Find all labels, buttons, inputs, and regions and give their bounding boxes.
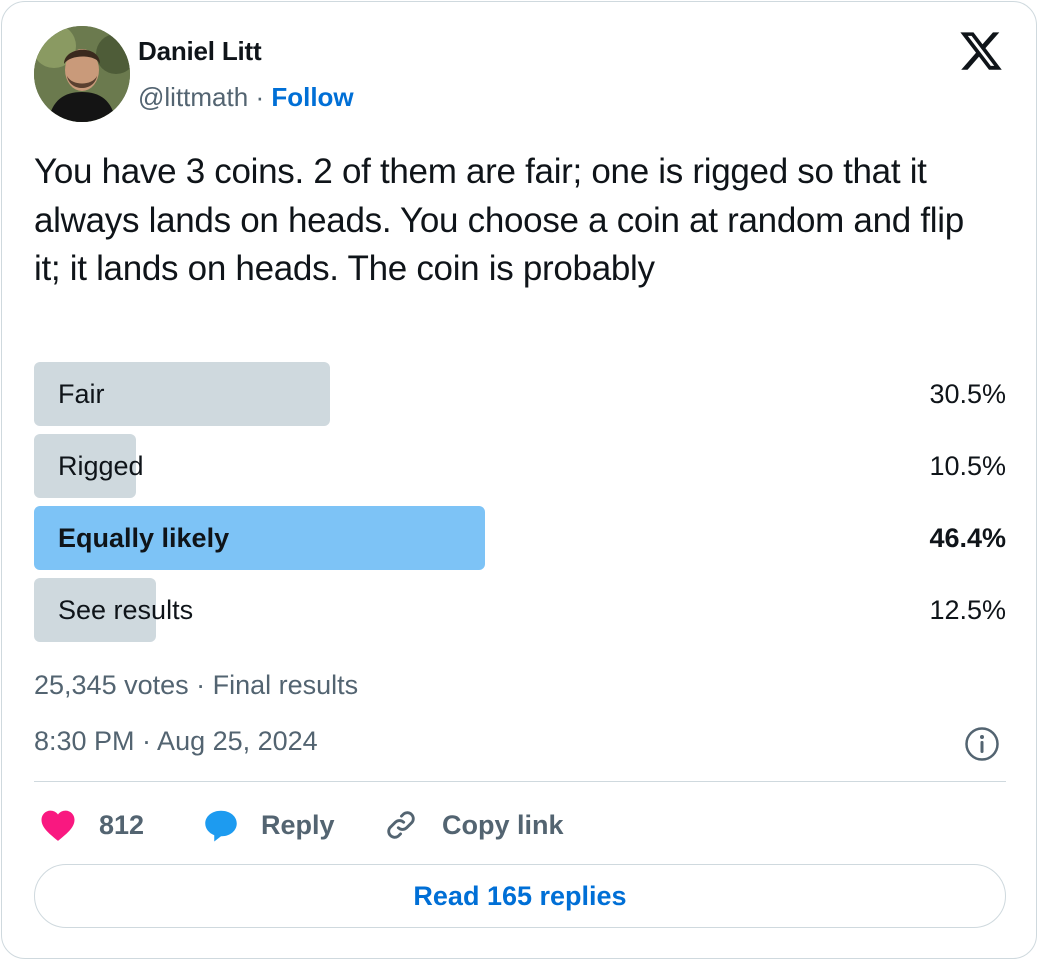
- tweet-text: You have 3 coins. 2 of them are fair; on…: [34, 152, 964, 288]
- copy-link-label: Copy link: [442, 809, 564, 840]
- heart-icon: [40, 808, 76, 842]
- reply-button[interactable]: Reply: [202, 800, 335, 850]
- follow-link[interactable]: Follow: [271, 82, 354, 112]
- poll-option-label: Equally likely: [58, 523, 230, 553]
- poll-option-label: Fair: [58, 379, 105, 409]
- poll-option-equally-likely: Equally likely 46.4%: [34, 506, 1006, 570]
- poll-option-percent: 30.5%: [929, 379, 1006, 409]
- copy-link-button[interactable]: Copy link: [383, 800, 564, 850]
- poll-bar: [34, 434, 136, 498]
- poll-option-label: See results: [58, 595, 194, 625]
- reply-bubble-icon: [202, 807, 240, 843]
- poll-option-percent: 12.5%: [929, 595, 1006, 625]
- author-handle-line: @littmath · Follow: [138, 82, 354, 113]
- poll-bar-winner: [34, 506, 485, 570]
- like-count: 812: [99, 809, 145, 840]
- poll-bar: [34, 578, 156, 642]
- poll-meta: 25,345 votes · Final results: [34, 670, 359, 700]
- author-name[interactable]: Daniel Litt: [138, 36, 262, 66]
- poll-option-label: Rigged: [58, 451, 144, 481]
- poll-option-percent: 10.5%: [929, 451, 1006, 481]
- separator-dot: ·: [255, 82, 265, 112]
- read-replies-button[interactable]: Read 165 replies: [34, 864, 1006, 928]
- timestamp[interactable]: 8:30 PM · Aug 25, 2024: [34, 726, 318, 756]
- poll-option-percent: 46.4%: [929, 523, 1006, 553]
- avatar[interactable]: [34, 26, 130, 122]
- link-icon: [383, 807, 419, 843]
- poll-option-fair: Fair 30.5%: [34, 362, 1006, 426]
- author-handle[interactable]: @littmath: [138, 82, 249, 112]
- reply-label: Reply: [261, 809, 335, 840]
- poll-option-see-results: See results 12.5%: [34, 578, 1006, 642]
- info-icon[interactable]: [964, 726, 1000, 762]
- like-button[interactable]: 812: [40, 800, 144, 850]
- divider: [34, 781, 1006, 782]
- poll-option-rigged: Rigged 10.5%: [34, 434, 1006, 498]
- poll-bar: [34, 362, 330, 426]
- x-logo-icon[interactable]: [958, 28, 1004, 74]
